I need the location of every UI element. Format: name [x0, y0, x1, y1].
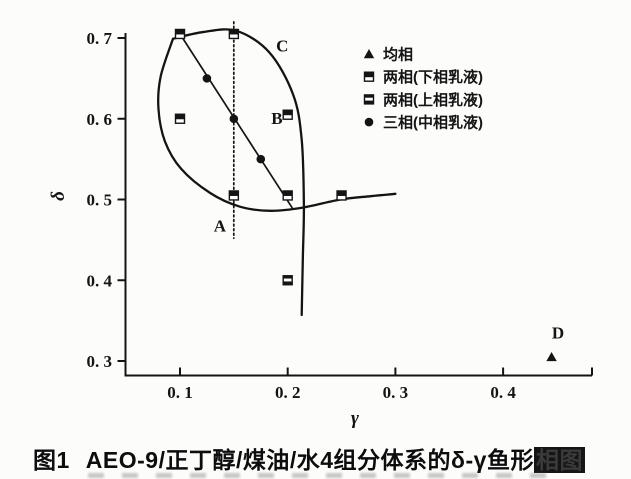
figure-caption: 图1 AEO-9/正丁醇/煤油/水4组分体系的δ-γ鱼形相图	[33, 441, 585, 475]
point-s3-1	[229, 114, 239, 124]
legend-marker-2-icon-top-bar	[364, 94, 374, 98]
point-s3-2	[256, 154, 266, 164]
point-s1-6-fill	[337, 190, 347, 196]
region-label-C: C	[276, 36, 288, 55]
fish-phase-diagram-chart: 0. 1 0. 2 0. 3 0. 4 0. 7 0. 6 0. 5 0. 4 0. 3 γ δ A B…	[48, 20, 593, 429]
point-s1-3-fill	[283, 110, 293, 116]
legend-label-2: 两相(上相乳液)	[383, 91, 483, 109]
point-s2-0-top-bar	[283, 275, 293, 279]
legend-label-3: 三相(中相乳液)	[383, 114, 483, 132]
legend-label-1: 两相(下相乳液)	[383, 68, 483, 86]
region-label-B: B	[271, 109, 282, 128]
point-s1-2-fill	[175, 114, 185, 120]
y-tick-label-0.4: 0. 4	[87, 271, 113, 290]
page-cut-text-artifact	[88, 473, 558, 478]
caption-title: AEO-9/正丁醇/煤油/水4组分体系的δ-γ鱼形	[85, 447, 534, 473]
curve-fish-body-top-right-boundary	[171, 28, 306, 317]
caption-smudged-text: 相图	[533, 447, 585, 473]
legend-marker-1-icon-fill	[364, 72, 374, 78]
caption-number: 图1	[33, 447, 70, 473]
y-tick-label-0.7: 0. 7	[87, 29, 113, 48]
point-s1-5-fill	[283, 190, 293, 196]
region-label-D: D	[552, 324, 564, 343]
x-axis-label: γ	[351, 408, 359, 429]
legend-marker-2-icon-bottom-bar	[364, 100, 374, 104]
point-s0-0	[546, 351, 557, 362]
legend-marker-3-icon	[364, 117, 374, 127]
point-s1-4-fill	[229, 190, 239, 196]
legend-marker-0-icon	[363, 49, 375, 59]
point-s1-0-fill	[175, 29, 185, 35]
y-tick-label-0.6: 0. 6	[87, 110, 113, 129]
point-s2-0-bottom-bar	[283, 281, 293, 285]
axes	[124, 33, 592, 377]
y-tick-label-0.3: 0. 3	[87, 352, 113, 371]
y-axis-label: δ	[48, 191, 69, 201]
x-tick-label-0.1: 0. 1	[167, 383, 193, 402]
x-tick-label-0.2: 0. 2	[275, 383, 301, 402]
legend-label-0: 均相	[383, 46, 413, 64]
point-s3-0	[202, 74, 212, 83]
region-label-A: A	[214, 216, 227, 235]
point-s1-1-fill	[229, 29, 239, 35]
x-tick-label-0.3: 0. 3	[383, 383, 409, 402]
x-tick-label-0.4: 0. 4	[490, 383, 516, 402]
y-tick-label-0.5: 0. 5	[87, 191, 113, 210]
